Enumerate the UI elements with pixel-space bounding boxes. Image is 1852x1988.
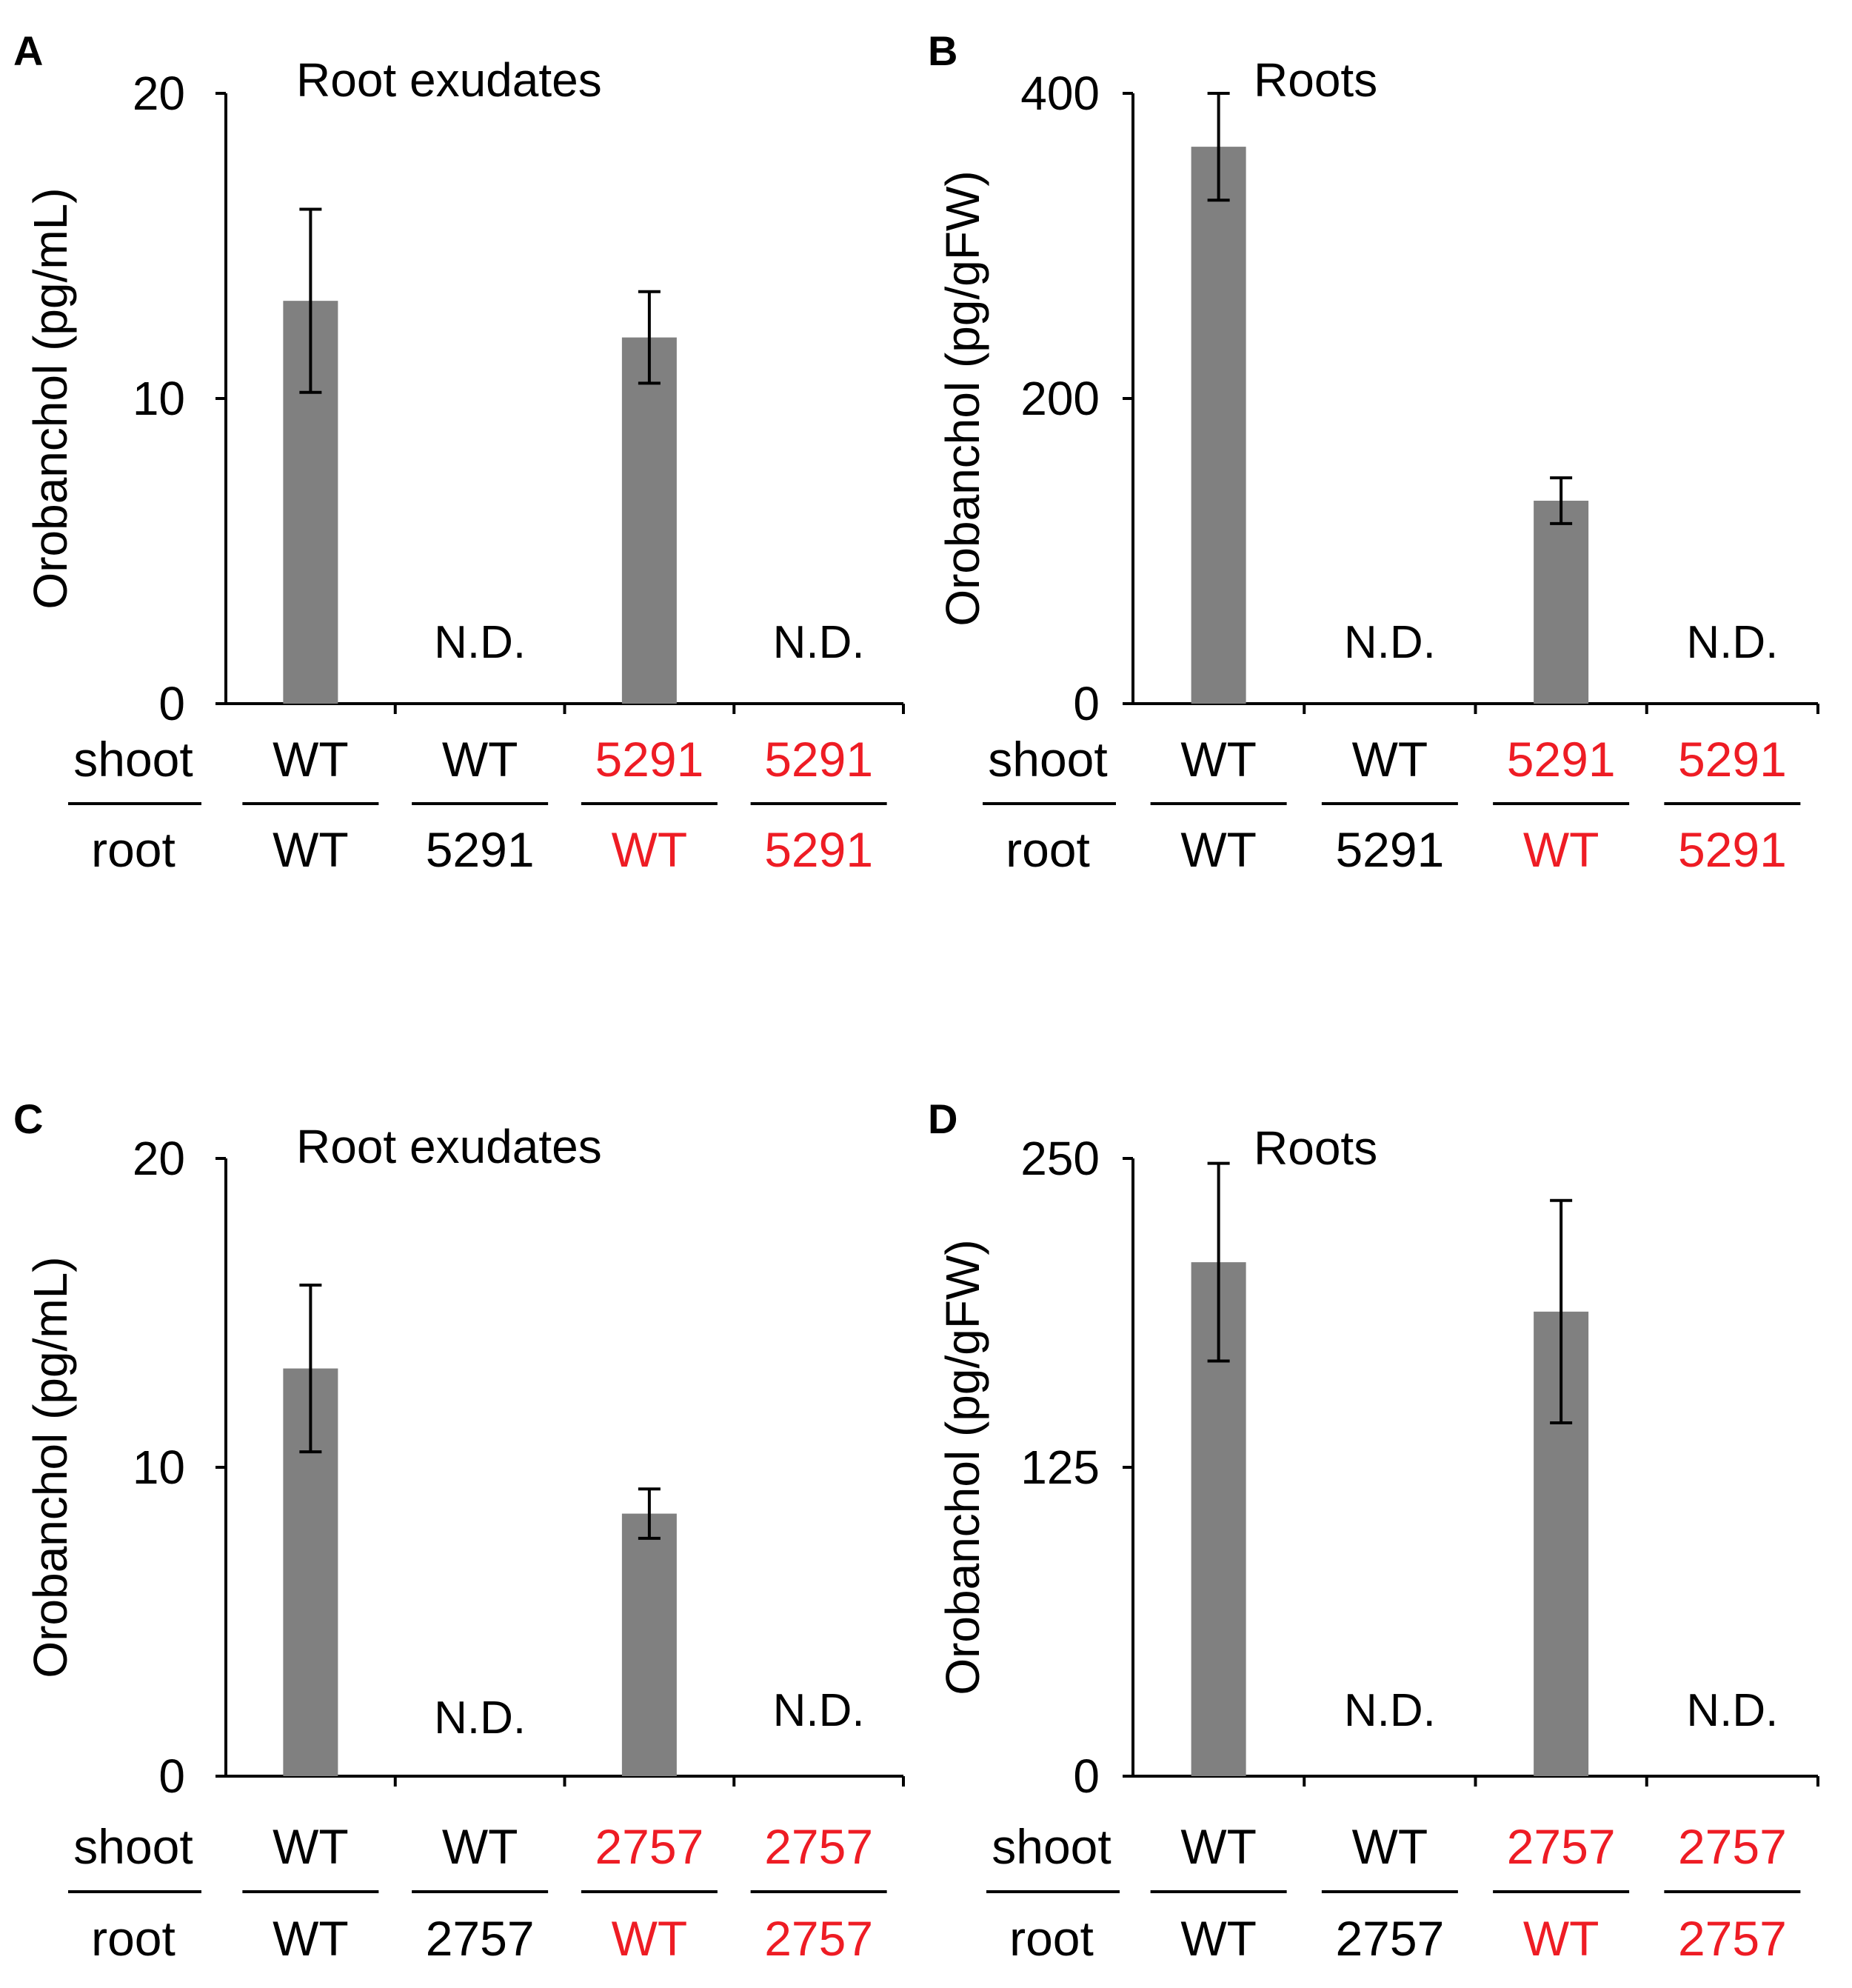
y-tick-label: 400 [1020,67,1100,120]
shoot-genotype-label: WT [1352,732,1428,787]
root-genotype-label: 5291 [764,822,873,877]
shoot-genotype-label: WT [1352,1819,1428,1874]
not-detected-label: N.D. [1344,617,1436,668]
shoot-genotype-label: 5291 [1507,732,1616,787]
shoot-genotype-label: 5291 [1678,732,1787,787]
shoot-genotype-label: WT [1180,732,1257,787]
y-axis-label: Orobanchol (pg/gFW) [936,1239,989,1695]
row-label-root: root [91,1911,175,1966]
shoot-genotype-label: 5291 [764,732,873,787]
row-label-root: root [1006,822,1090,877]
root-genotype-label: 5291 [426,822,535,877]
shoot-genotype-label: WT [273,732,349,787]
y-tick-label: 250 [1020,1132,1100,1185]
y-tick-label: 0 [158,677,185,730]
bar [1534,501,1589,704]
y-tick-label: 0 [1073,677,1100,730]
bar [621,1513,677,1776]
bar [621,337,677,704]
root-genotype-label: WT [612,1911,688,1966]
not-detected-label: N.D. [1686,617,1778,668]
shoot-genotype-label: WT [1180,1819,1257,1874]
y-axis-label: Orobanchol (pg/gFW) [936,170,989,626]
root-genotype-label: WT [1523,1911,1599,1966]
root-genotype-label: WT [1180,1911,1257,1966]
not-detected-label: N.D. [434,1692,526,1744]
row-label-root: root [1009,1911,1094,1966]
row-label-shoot: shoot [73,1819,193,1874]
y-axis-label: Orobanchol (pg/mL) [24,1256,77,1678]
chart-title: Root exudates [296,1120,602,1173]
root-genotype-label: 5291 [1678,822,1787,877]
y-tick-label: 10 [133,372,185,425]
row-label-shoot: shoot [73,732,193,787]
chart-title: Roots [1254,53,1377,107]
y-tick-label: 20 [133,1132,185,1185]
y-axis-label: Orobanchol (pg/mL) [24,187,77,609]
y-tick-label: 0 [1073,1749,1100,1803]
shoot-genotype-label: 2757 [1678,1819,1787,1874]
panel-c: C Root exudates Orobanchol (pg/mL) 0 10 20 N.D… [13,1095,905,1966]
y-tick-label: 20 [133,67,185,120]
panel-label: D [928,1095,957,1142]
root-genotype-label: 2757 [1678,1911,1787,1966]
row-label-root: root [91,822,175,877]
not-detected-label: N.D. [434,617,526,668]
root-genotype-label: 5291 [1335,822,1444,877]
y-tick-label: 125 [1020,1441,1100,1494]
panel-label: B [928,27,957,74]
root-genotype-label: 2757 [1335,1911,1444,1966]
row-label-shoot: shoot [988,732,1107,787]
root-genotype-label: WT [1180,822,1257,877]
root-genotype-label: WT [273,1911,349,1966]
y-tick-label: 0 [158,1749,185,1803]
not-detected-label: N.D. [773,617,865,668]
y-tick-label: 10 [133,1441,185,1494]
root-genotype-label: WT [273,822,349,877]
not-detected-label: N.D. [1686,1685,1778,1736]
shoot-genotype-label: 2757 [595,1819,703,1874]
chart-title: Roots [1254,1121,1377,1175]
shoot-genotype-label: 2757 [764,1819,873,1874]
root-genotype-label: WT [612,822,688,877]
shoot-genotype-label: WT [442,1819,518,1874]
shoot-genotype-label: WT [442,732,518,787]
shoot-genotype-label: WT [273,1819,349,1874]
root-genotype-label: WT [1523,822,1599,877]
row-label-shoot: shoot [992,1819,1111,1874]
not-detected-label: N.D. [1344,1685,1436,1736]
y-tick-label: 200 [1020,372,1100,425]
panel-label: C [13,1095,43,1142]
shoot-genotype-label: 5291 [595,732,703,787]
chart-title: Root exudates [296,53,602,107]
root-genotype-label: 2757 [426,1911,535,1966]
panel-label: A [13,27,43,74]
root-genotype-label: 2757 [764,1911,873,1966]
bar [1191,147,1246,704]
not-detected-label: N.D. [773,1685,865,1736]
panel-d: D Roots Orobanchol (pg/gFW) 0 125 250 N.D. N.D.… [928,1095,1819,1966]
shoot-genotype-label: 2757 [1507,1819,1616,1874]
panel-a: A Root exudates Orobanchol (pg/mL) 0 10 20 N.D… [13,27,905,877]
panel-b: B Roots Orobanchol (pg/gFW) 0 200 400 N.D. N.D.… [928,27,1819,877]
